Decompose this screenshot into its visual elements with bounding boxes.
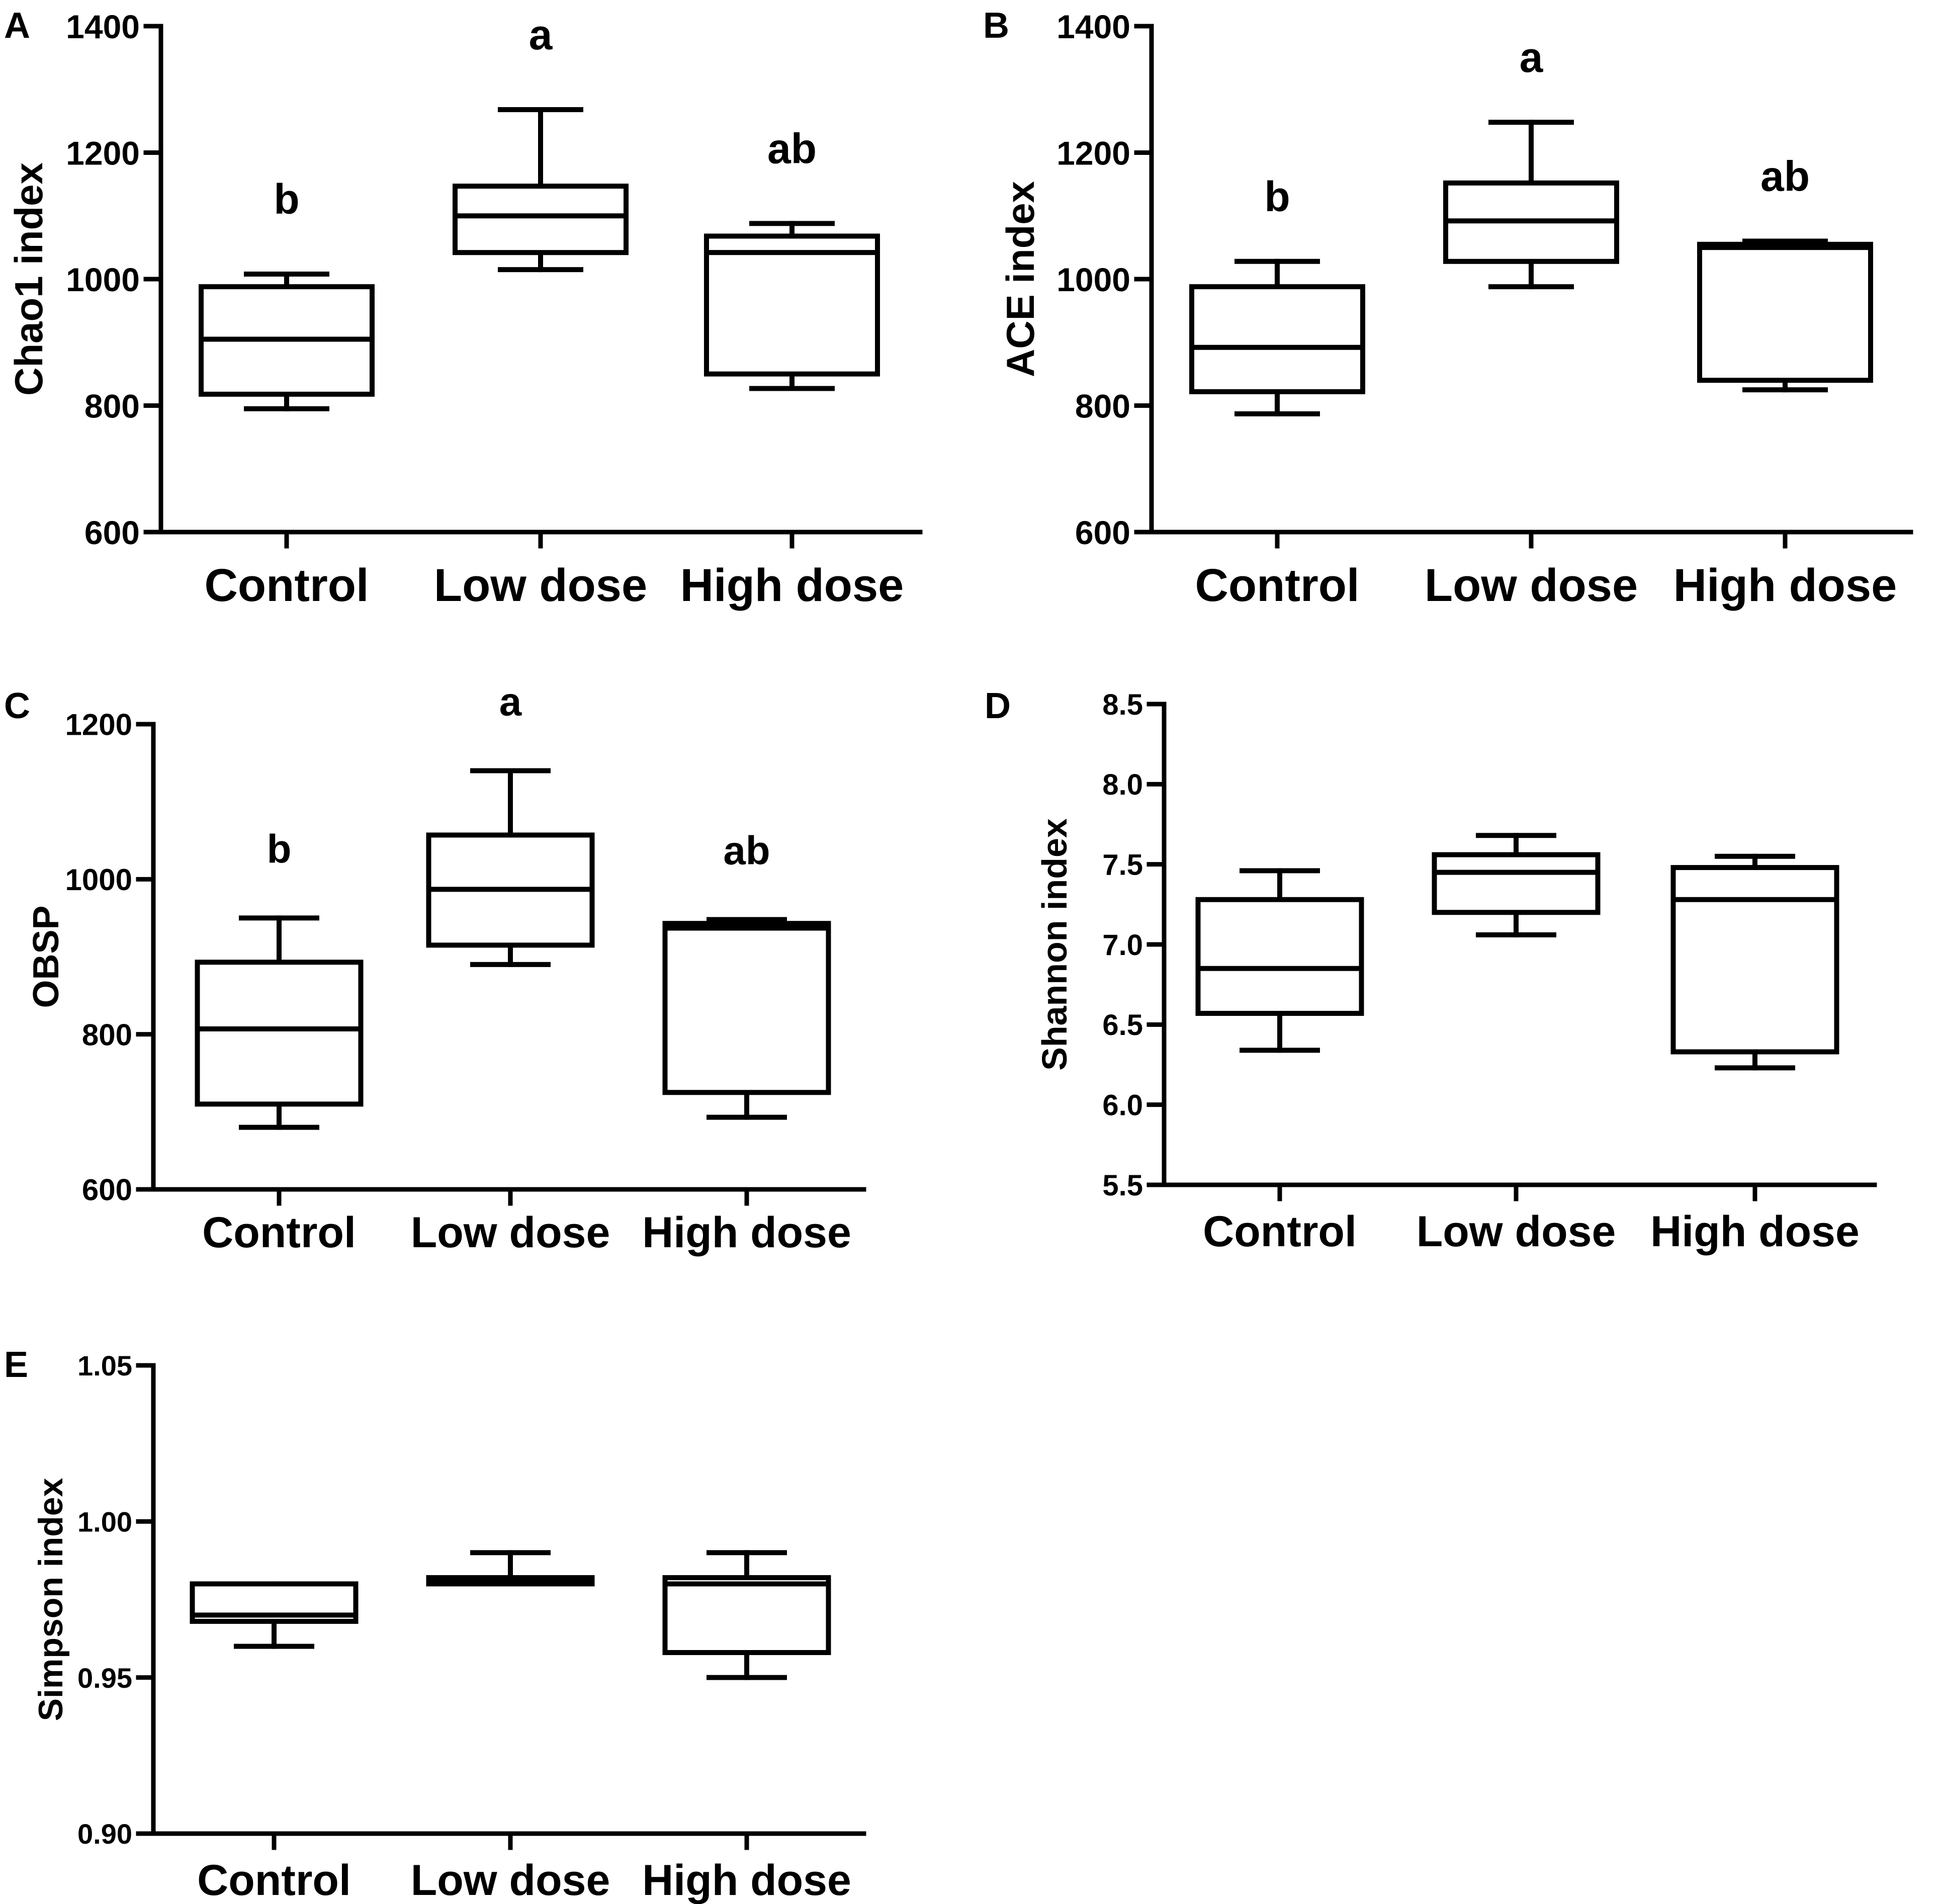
panel-A: A 600 800 1000 1200 1400 Chao1 index Control b Lo…	[4, 6, 923, 611]
y-tick-label: 0.90	[77, 1818, 132, 1850]
panel-label: D	[985, 686, 1011, 726]
box-3	[1670, 853, 1839, 1071]
y-tick-label: 800	[84, 387, 140, 424]
y-axis-title: Chao1 index	[7, 162, 51, 396]
box-iqr	[662, 921, 831, 1095]
significance-letter: ab	[767, 125, 817, 172]
y-tick-label: 0.95	[77, 1662, 132, 1694]
significance-letter: ab	[1760, 153, 1810, 200]
y-axis-title: ACE index	[998, 181, 1042, 377]
x-tick-label: High dose	[642, 1856, 851, 1904]
x-tick-label: Low dose	[1417, 1207, 1616, 1256]
box-2	[426, 1550, 595, 1587]
y-axis-title: OBSP	[26, 905, 66, 1008]
box-2	[1443, 120, 1619, 290]
box-2	[1432, 833, 1601, 937]
box-iqr	[195, 960, 364, 1107]
y-tick-label: 8.5	[1102, 688, 1143, 721]
x-tick-label: High dose	[1673, 560, 1897, 611]
box-iqr	[662, 1575, 831, 1656]
x-tick-label: Control	[202, 1208, 356, 1257]
significance-letter: b	[1264, 173, 1290, 220]
panel-B: B 600 800 1000 1200 1400 ACE index Control b Low …	[983, 6, 1913, 611]
x-tick-label: Control	[197, 1856, 351, 1904]
panel-label: B	[983, 6, 1009, 46]
box-1	[1195, 868, 1364, 1053]
y-tick-label: 7.5	[1102, 849, 1143, 882]
box-3	[704, 221, 880, 391]
y-axis-title: Shannon index	[1035, 818, 1074, 1071]
significance-letter: a	[499, 679, 522, 724]
box-3	[662, 917, 831, 1120]
significance-letter: ab	[723, 828, 770, 873]
y-tick-label: 800	[1075, 387, 1130, 424]
x-tick-label: Control	[1195, 560, 1359, 611]
x-tick-label: Control	[204, 560, 369, 611]
y-tick-label: 600	[84, 514, 140, 551]
box-2	[426, 768, 595, 967]
y-axis-title: Simpson index	[32, 1478, 70, 1721]
y-tick-label: 800	[82, 1018, 132, 1052]
y-tick-label: 1400	[66, 8, 140, 45]
x-tick-label: High dose	[1650, 1207, 1860, 1256]
box-iqr	[704, 233, 880, 377]
panel-label: E	[4, 1345, 28, 1385]
box-iqr	[1195, 897, 1364, 1016]
x-tick-label: Low dose	[434, 560, 647, 611]
y-tick-label: 1200	[66, 134, 140, 171]
significance-letter: a	[1520, 34, 1544, 81]
y-tick-label: 1200	[65, 708, 132, 742]
panel-C: C 600 800 1000 1200 OBSP Control b Low dose a High…	[4, 679, 866, 1257]
box-iqr	[1432, 852, 1601, 915]
y-tick-label: 1000	[66, 261, 140, 298]
panel-label: C	[4, 686, 30, 726]
box-1	[1189, 258, 1365, 416]
significance-letter: a	[529, 11, 553, 58]
box-iqr	[453, 184, 629, 255]
panel-D: D 5.5 6.0 6.5 7.0 7.5 8.0 8.5 Shannon index Contr…	[985, 686, 1877, 1256]
box-3	[1697, 238, 1873, 393]
significance-letter: b	[274, 176, 299, 223]
y-tick-label: 600	[1075, 514, 1130, 551]
y-tick-label: 5.5	[1102, 1169, 1143, 1202]
box-1	[199, 271, 375, 411]
x-tick-label: High dose	[642, 1208, 851, 1257]
x-tick-label: High dose	[680, 560, 904, 611]
x-tick-label: Low dose	[411, 1208, 610, 1257]
box-2	[453, 107, 629, 273]
panel-label: A	[4, 6, 30, 46]
y-tick-label: 1400	[1056, 8, 1130, 45]
y-tick-label: 1.00	[77, 1506, 132, 1537]
box-iqr	[1697, 241, 1873, 383]
panel-E: E 0.90 0.95 1.00 1.05 Simpson index Control Low…	[4, 1345, 866, 1904]
x-tick-label: Low dose	[1425, 560, 1638, 611]
y-tick-label: 1200	[1056, 134, 1130, 171]
box-iqr	[1670, 865, 1839, 1055]
box-1	[190, 1581, 359, 1649]
significance-letter: b	[267, 826, 292, 871]
y-tick-label: 8.0	[1102, 768, 1143, 801]
y-tick-label: 1000	[65, 863, 132, 897]
y-tick-label: 600	[82, 1173, 132, 1207]
box-3	[662, 1550, 831, 1680]
x-tick-label: Control	[1203, 1207, 1357, 1256]
y-tick-label: 1.05	[77, 1350, 132, 1381]
y-tick-label: 7.0	[1102, 929, 1143, 962]
y-tick-label: 6.0	[1102, 1089, 1143, 1122]
box-1	[195, 915, 364, 1130]
box-iqr	[1189, 284, 1365, 394]
x-tick-label: Low dose	[411, 1856, 610, 1904]
y-tick-label: 1000	[1056, 261, 1130, 298]
y-tick-label: 6.5	[1102, 1009, 1143, 1042]
